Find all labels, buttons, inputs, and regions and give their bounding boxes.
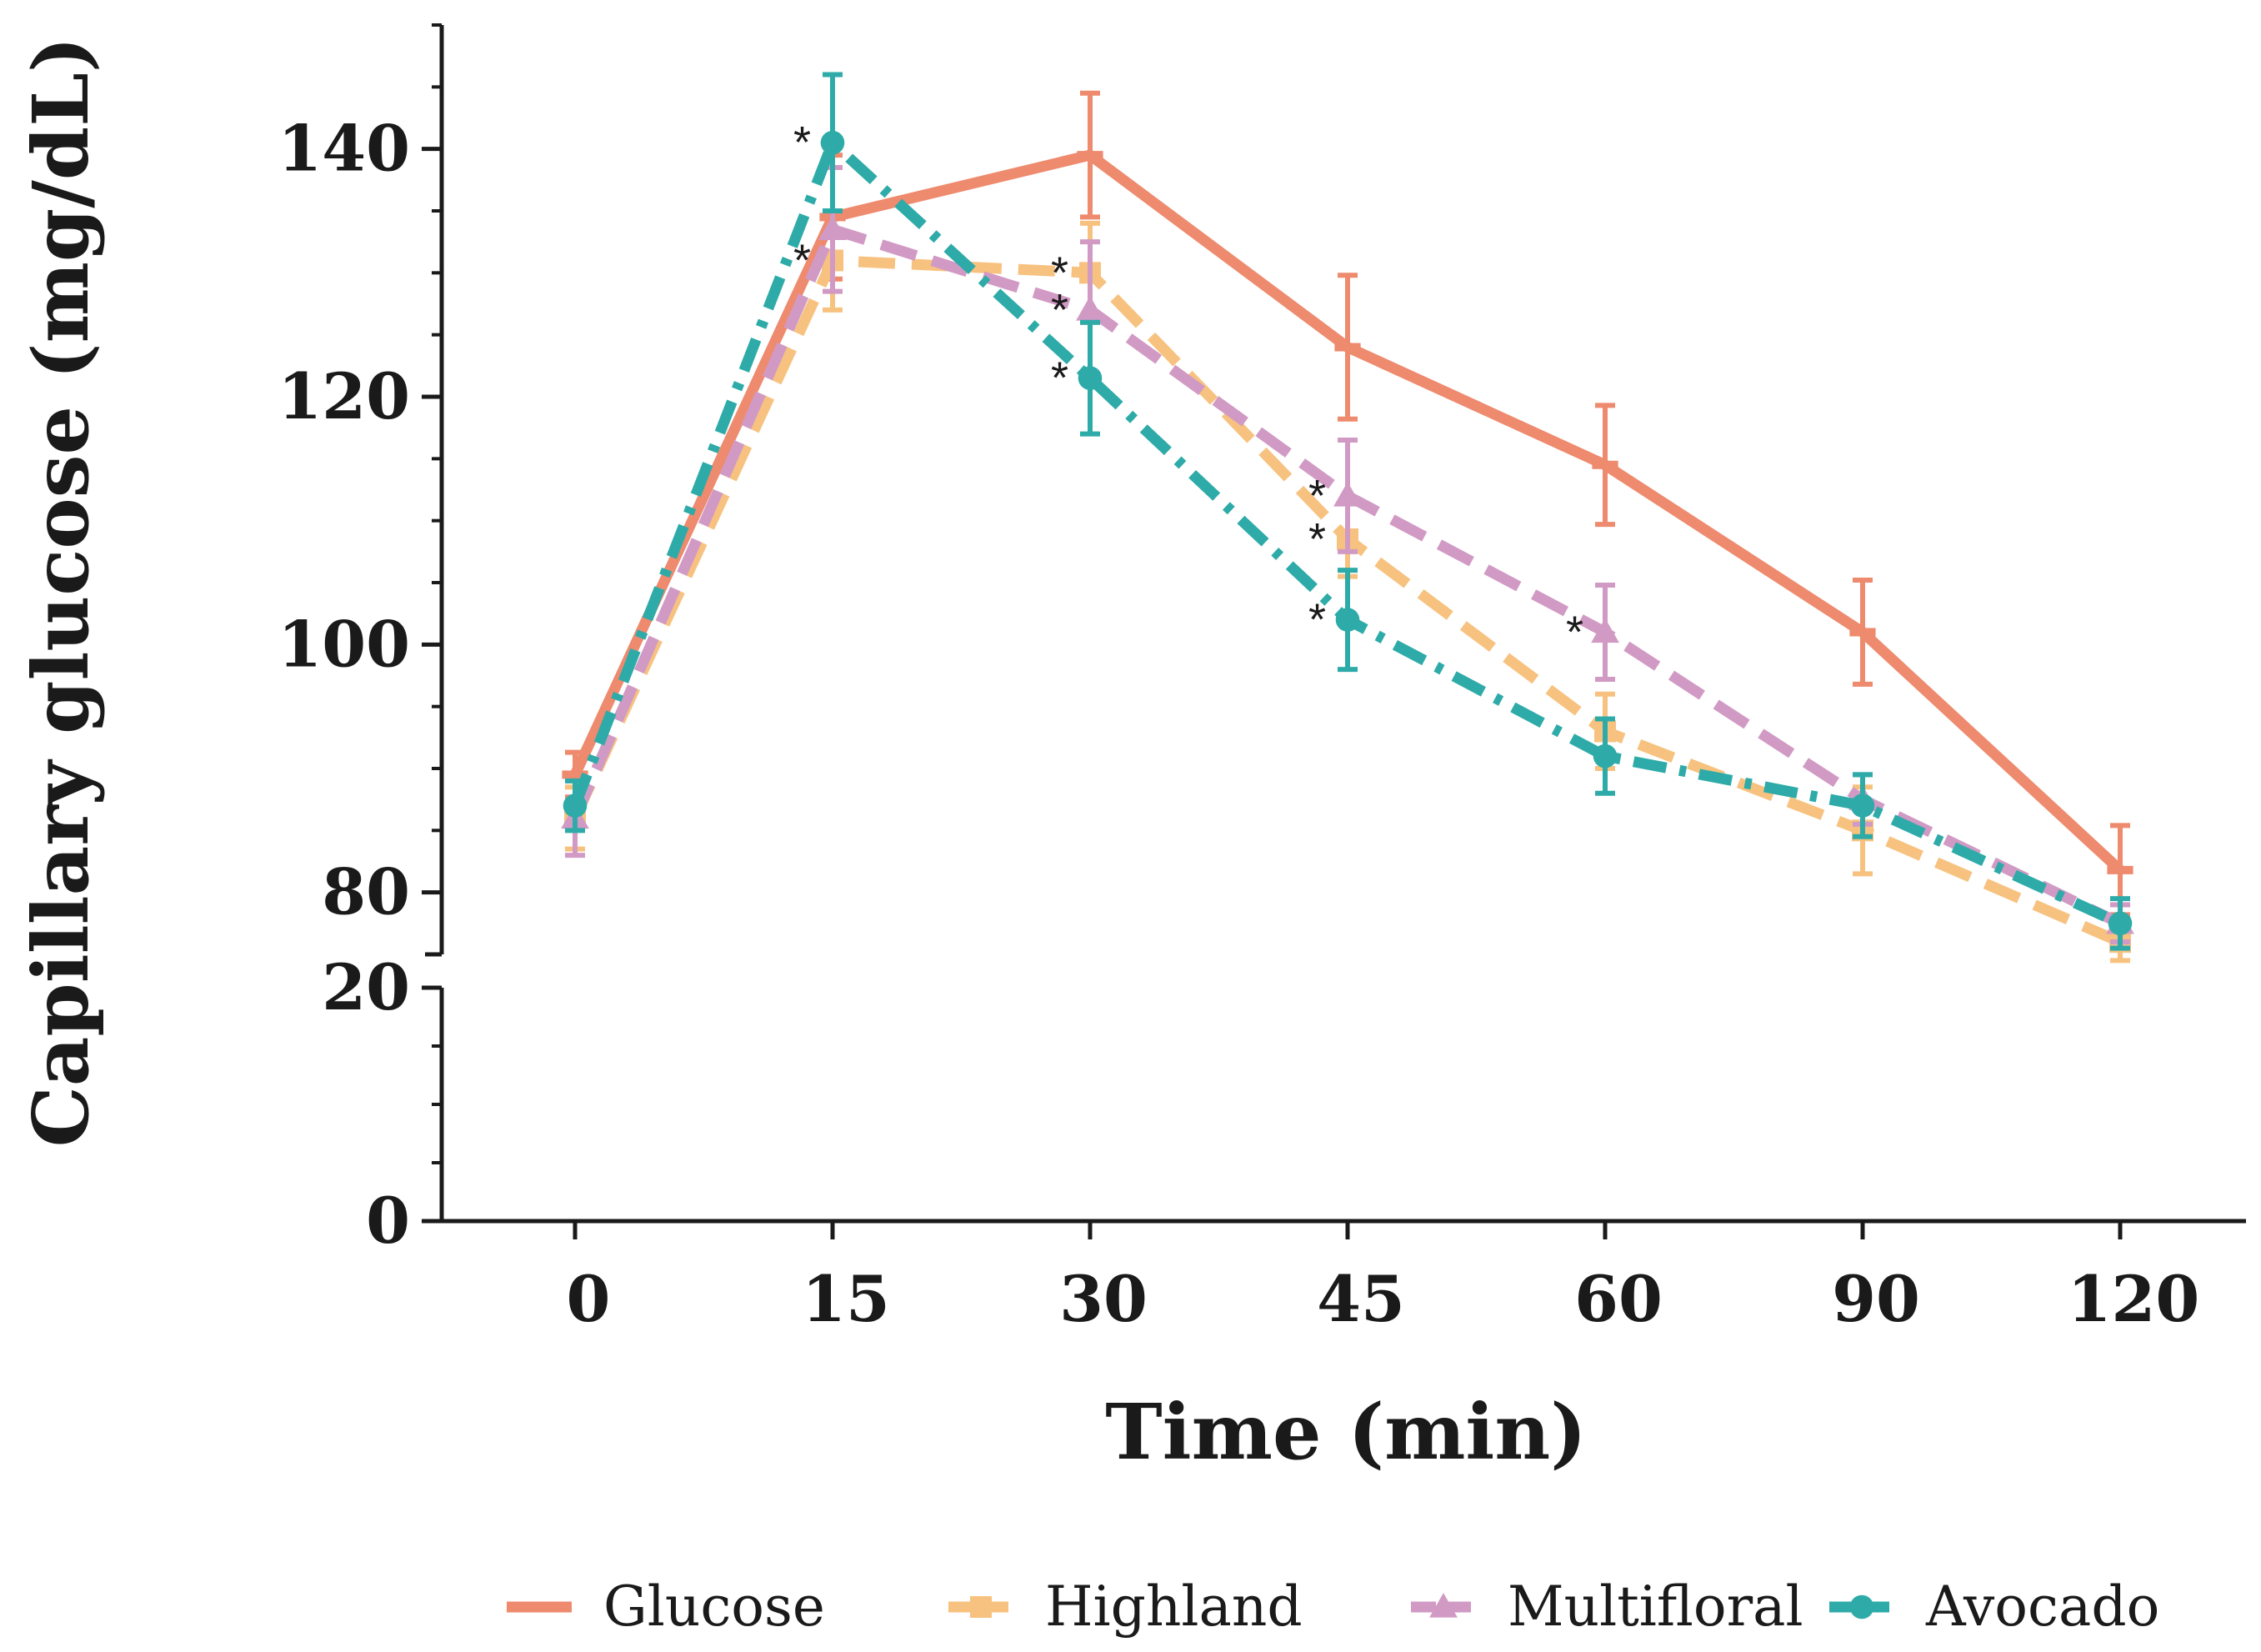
data-point [562, 770, 588, 779]
x-axis-title: Time (min) [1105, 1387, 1587, 1477]
y-tick-label: 140 [278, 112, 410, 186]
significance-star: * [1051, 248, 1068, 298]
y-tick-label: 100 [278, 607, 410, 681]
data-point [1593, 743, 1618, 768]
data-point [970, 1596, 992, 1618]
x-tick-label: 90 [1832, 1262, 1920, 1336]
x-tick-label: 45 [1317, 1262, 1405, 1336]
x-tick-label: 0 [567, 1262, 611, 1336]
data-point [1335, 608, 1360, 632]
data-point [1591, 618, 1619, 643]
legend-label: Multifloral [1508, 1574, 1803, 1639]
significance-star: * [1308, 471, 1326, 521]
series-layer [561, 72, 2134, 964]
legend-item-highland: Highland [948, 1574, 1303, 1639]
legend-label: Highland [1045, 1574, 1303, 1639]
axes: 80 100 120 140 0 20 0 15 30 45 60 90 120 [278, 23, 2246, 1336]
legend-label: Avocado [1925, 1574, 2159, 1639]
legend-item-avocado: Avocado [1829, 1574, 2159, 1639]
data-point [1592, 460, 1618, 469]
y-tick-label: 120 [278, 359, 410, 433]
data-point [526, 1603, 553, 1611]
significance-star: * [1566, 607, 1583, 657]
data-point [2108, 911, 2133, 936]
data-point [1850, 793, 1875, 818]
legend-item-glucose: Glucose [507, 1574, 825, 1639]
legend-item-multifloral: Multifloral [1411, 1574, 1803, 1639]
data-point [563, 793, 588, 818]
x-tick-label: 15 [802, 1262, 890, 1336]
x-tick-label: 30 [1059, 1262, 1148, 1336]
data-point [818, 215, 847, 240]
annotation-layer: ** ****** * [793, 118, 1583, 657]
x-tick-label: 60 [1574, 1262, 1663, 1336]
data-point [1333, 482, 1362, 507]
significance-star: * [1308, 595, 1326, 645]
data-point [820, 130, 845, 155]
data-point [1849, 628, 1876, 637]
data-point [2107, 865, 2133, 874]
y-tick-label: 0 [366, 1184, 410, 1258]
data-point [1078, 366, 1103, 391]
significance-star: * [1051, 285, 1068, 335]
legend-label: Glucose [603, 1574, 825, 1639]
y-tick-label: 20 [322, 950, 410, 1024]
data-point [1334, 343, 1361, 352]
significance-star: * [1051, 353, 1068, 403]
x-tick-label: 120 [2068, 1262, 2200, 1336]
significance-star: * [793, 235, 811, 285]
significance-star: * [793, 118, 811, 168]
significance-star: * [1308, 514, 1326, 564]
y-axis-title: Capillary glucose (mg/dL) [16, 37, 106, 1148]
legend: Glucose Highland Multifloral Avocado [507, 1574, 2159, 1639]
y-tick-label: 80 [322, 855, 410, 929]
data-point [1077, 151, 1103, 160]
data-point [1849, 1594, 1874, 1619]
data-point [1076, 296, 1104, 321]
series-avocado [563, 72, 2133, 951]
data-point [1429, 1593, 1458, 1618]
